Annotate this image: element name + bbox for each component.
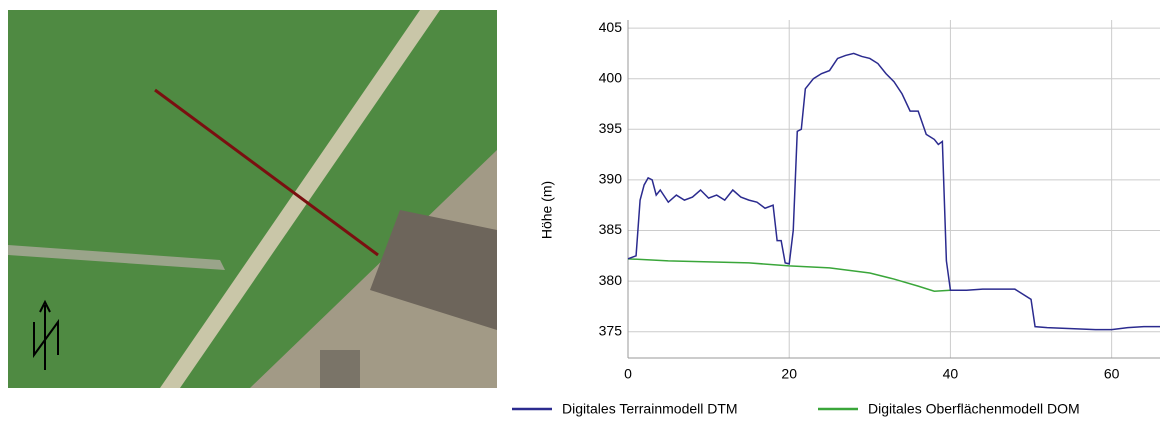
y-tick-label: 395 <box>599 120 623 136</box>
building <box>320 350 360 388</box>
x-tick-label: 60 <box>1104 366 1120 382</box>
legend-label: Digitales Terrainmodell DTM <box>562 401 738 417</box>
x-tick-label: 20 <box>781 366 797 382</box>
y-tick-label: 380 <box>599 272 623 288</box>
x-tick-label: 40 <box>943 366 959 382</box>
legend-label: Digitales Oberflächenmodell DOM <box>868 401 1080 417</box>
chart: Höhe (m) 375 380 385 390 395 400 405 0 20 40 60 Dig… <box>512 19 1160 417</box>
y-tick-label: 405 <box>599 19 623 35</box>
y-tick-label: 400 <box>599 69 623 85</box>
y-tick-label: 390 <box>599 171 623 187</box>
x-tick-label: 0 <box>624 366 632 382</box>
screen: Höhe (m) 375 380 385 390 395 400 405 0 20 40 60 Dig… <box>0 0 1174 421</box>
aerial-map <box>8 10 497 388</box>
data-line <box>628 53 1160 329</box>
page: {"chart_data":{"type":"line","y_label":"… <box>0 0 1174 421</box>
y-axis-label: Höhe (m) <box>539 181 555 239</box>
y-tick-label: 375 <box>599 322 623 338</box>
y-tick-label: 385 <box>599 221 623 237</box>
